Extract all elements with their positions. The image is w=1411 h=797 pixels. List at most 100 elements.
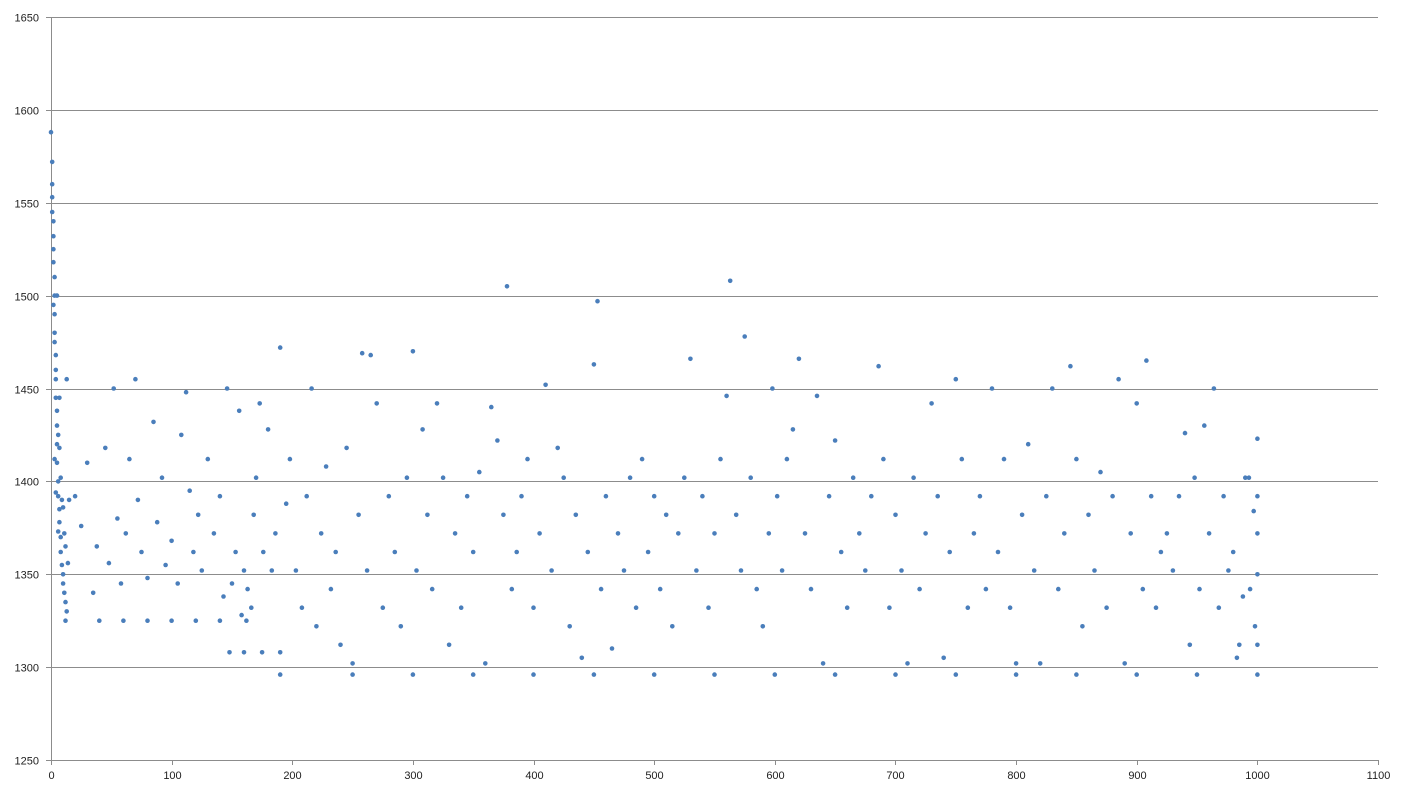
x-tick-label: 1000 (1245, 770, 1269, 782)
data-point (52, 330, 57, 336)
data-point (1044, 493, 1049, 499)
data-point (386, 493, 392, 499)
data-point (657, 586, 663, 592)
data-point (84, 460, 90, 466)
data-point (55, 432, 61, 438)
data-point (51, 259, 56, 265)
data-point (211, 531, 217, 536)
data-point (1237, 642, 1242, 648)
data-point (1134, 672, 1139, 677)
data-point (770, 386, 775, 391)
data-point (57, 395, 62, 401)
data-point (935, 493, 940, 499)
data-point (205, 456, 211, 462)
data-point (1056, 586, 1061, 592)
data-point (718, 456, 723, 462)
data-point (651, 493, 657, 499)
data-point (651, 672, 657, 677)
data-point (1068, 363, 1073, 369)
data-point (64, 609, 69, 614)
data-point (887, 605, 892, 610)
data-point (350, 672, 355, 677)
data-point (567, 624, 572, 629)
data-point (54, 408, 60, 414)
data-point (869, 493, 874, 499)
data-point (509, 586, 515, 592)
data-point (434, 401, 440, 406)
data-point (217, 493, 223, 499)
data-point (55, 493, 61, 499)
data-point (881, 456, 886, 462)
data-point (63, 599, 68, 605)
y-tick-label: 1650 (15, 13, 39, 25)
data-point (1074, 456, 1079, 462)
data-point (857, 531, 862, 536)
data-point (495, 438, 500, 443)
data-point (251, 512, 256, 518)
data-point (876, 363, 881, 369)
data-point (531, 672, 536, 677)
data-point (1037, 661, 1043, 666)
data-point (191, 549, 196, 555)
data-point (151, 419, 156, 425)
data-point (561, 475, 566, 481)
data-point (328, 586, 334, 592)
data-point (51, 233, 56, 239)
data-point (1110, 493, 1115, 499)
data-point (1025, 441, 1031, 447)
data-point (241, 650, 247, 655)
data-point (953, 376, 959, 382)
data-point (374, 401, 380, 406)
data-point (392, 549, 398, 555)
data-point (1211, 386, 1217, 391)
data-point (277, 672, 283, 677)
data-point (299, 605, 305, 610)
data-point (688, 356, 693, 362)
data-point (1013, 672, 1019, 677)
data-points (48, 129, 1260, 677)
data-point (227, 650, 232, 655)
data-point (54, 293, 60, 298)
y-tick-label: 1450 (15, 385, 39, 397)
data-point (338, 642, 343, 648)
data-point (1019, 512, 1025, 518)
data-point (54, 441, 60, 447)
data-point (844, 605, 850, 610)
data-point (832, 672, 838, 677)
data-point (60, 505, 66, 510)
data-point (796, 356, 802, 362)
x-tick-label: 100 (163, 770, 181, 782)
data-point (54, 423, 60, 428)
data-point (175, 581, 180, 586)
data-point (283, 501, 289, 507)
data-point (265, 427, 271, 432)
data-point (163, 562, 168, 568)
x-tick-label: 300 (404, 770, 422, 782)
data-point (663, 512, 669, 518)
data-point (826, 493, 832, 499)
data-point (293, 568, 299, 573)
data-point (195, 512, 201, 518)
data-point (470, 672, 476, 677)
data-point (1074, 672, 1079, 677)
data-point (621, 568, 627, 573)
data-point (1243, 475, 1248, 481)
data-point (645, 549, 651, 555)
data-point (706, 605, 711, 610)
data-point (121, 618, 126, 623)
data-point (724, 393, 729, 399)
data-point (193, 618, 199, 623)
data-point (772, 672, 778, 677)
data-point (1247, 586, 1253, 592)
data-point (49, 194, 55, 200)
data-point (738, 568, 744, 573)
y-tick-label: 1500 (15, 292, 39, 304)
data-point (489, 404, 494, 410)
data-point (199, 568, 205, 573)
data-point (1251, 508, 1256, 514)
data-point (179, 432, 184, 438)
data-point (1001, 456, 1007, 462)
data-point (187, 488, 192, 494)
y-tick-label: 1550 (15, 199, 39, 211)
